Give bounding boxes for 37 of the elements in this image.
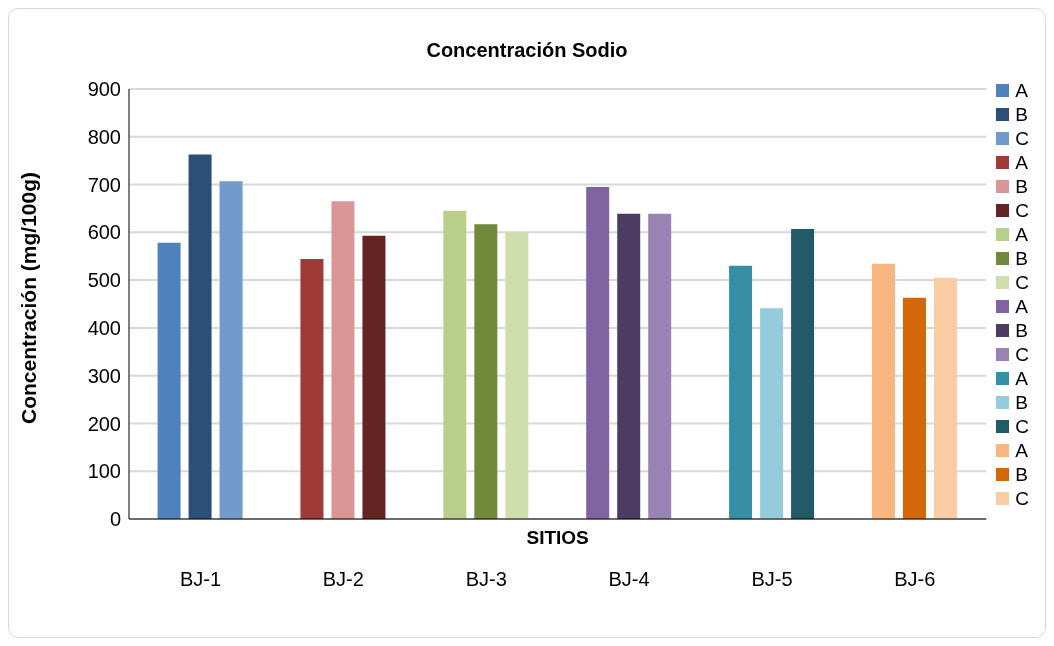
legend-label: B <box>1015 175 1028 197</box>
legend-label: B <box>1015 319 1028 341</box>
legend-label: C <box>1015 127 1029 149</box>
y-tick-label: 700 <box>87 173 121 196</box>
x-tick-label: BJ-6 <box>894 568 936 591</box>
y-tick-label: 800 <box>87 125 121 148</box>
y-tick-label: 900 <box>87 78 121 101</box>
y-tick-label: 0 <box>109 508 121 531</box>
y-tick-label: 100 <box>87 460 121 483</box>
y-tick-label: 400 <box>87 316 121 339</box>
legend-label: A <box>1015 79 1028 101</box>
y-tick-label: 500 <box>87 269 121 292</box>
legend-label: A <box>1015 223 1028 245</box>
legend-label: C <box>1015 343 1029 365</box>
legend-label: C <box>1015 487 1029 509</box>
chart-title: Concentración Sodio <box>425 39 629 62</box>
legend-label: B <box>1015 463 1028 485</box>
x-tick-label: BJ-4 <box>608 568 650 591</box>
x-tick-label: BJ-2 <box>322 568 364 591</box>
y-tick-label: 200 <box>87 412 121 435</box>
legend-label: B <box>1015 103 1028 125</box>
legend-label: B <box>1015 247 1028 269</box>
x-tick-label: BJ-5 <box>751 568 793 591</box>
x-axis-title: SITIOS <box>526 527 589 549</box>
legend-label: C <box>1015 415 1029 437</box>
y-axis-title: Concentración (mg/100g) <box>17 171 41 424</box>
legend-label: A <box>1015 367 1028 389</box>
legend-label: A <box>1015 295 1028 317</box>
legend-label: A <box>1015 151 1028 173</box>
y-tick-label: 300 <box>87 364 121 387</box>
x-tick-label: BJ-3 <box>465 568 507 591</box>
legend-label: A <box>1015 439 1028 461</box>
legend-label: C <box>1015 271 1029 293</box>
legend-label: B <box>1015 391 1028 413</box>
legend-label: C <box>1015 199 1029 221</box>
y-tick-label: 600 <box>87 221 121 244</box>
x-tick-label: BJ-1 <box>179 568 221 591</box>
